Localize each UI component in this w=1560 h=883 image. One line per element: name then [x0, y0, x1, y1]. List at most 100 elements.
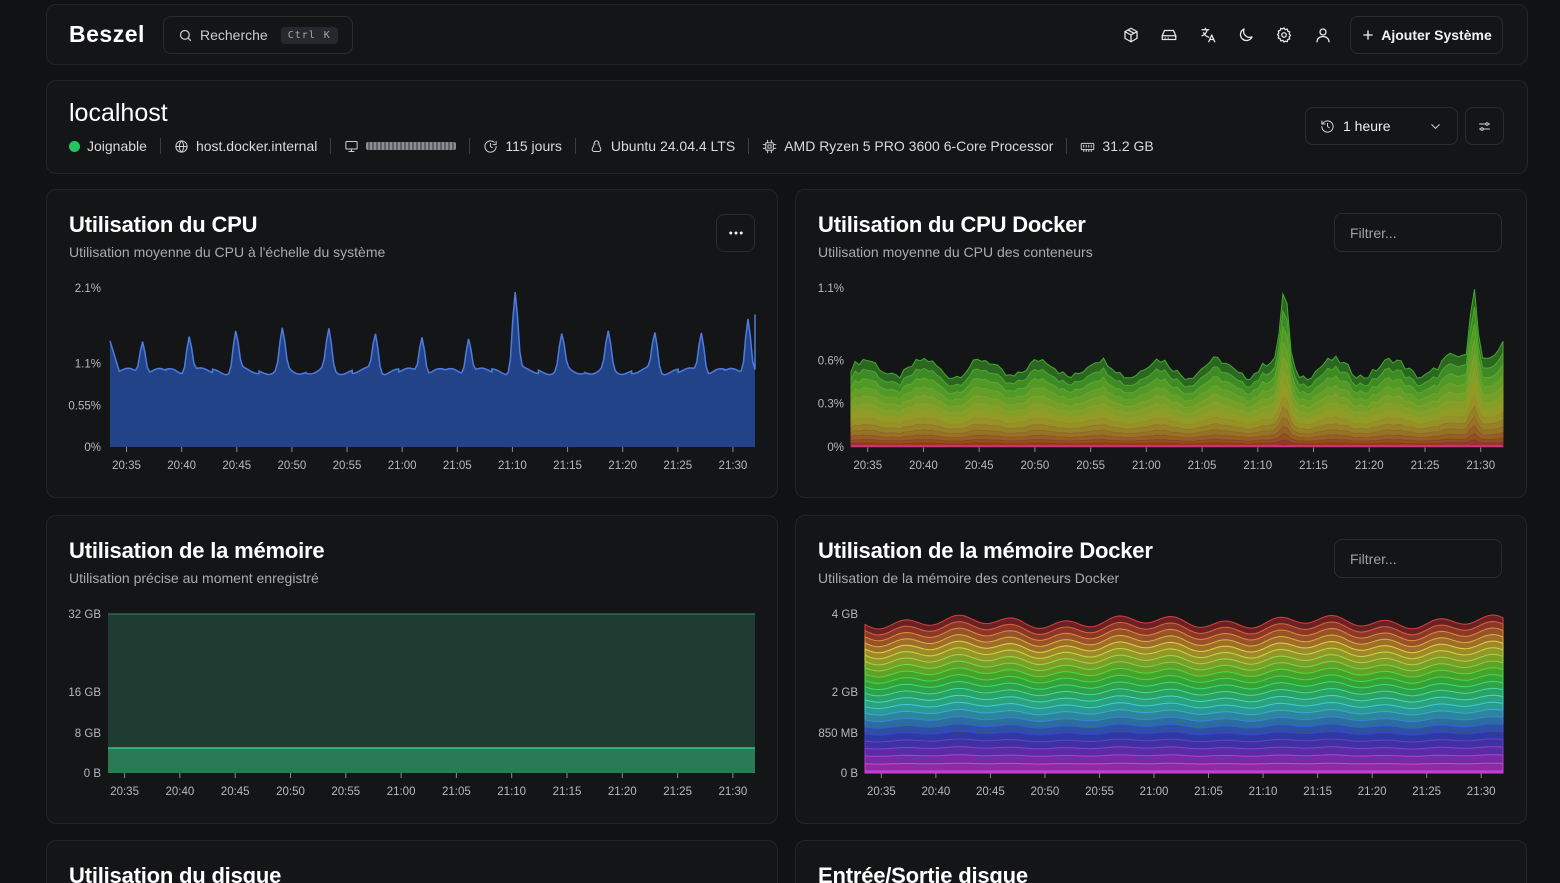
divider	[1066, 138, 1068, 154]
status-text: Joignable	[87, 138, 147, 154]
redacted-hostname	[366, 142, 457, 150]
clock-arrow-icon	[484, 139, 497, 153]
memory-info: 31.2 GB	[1080, 138, 1154, 154]
cpu-line	[109, 292, 756, 376]
filter-input[interactable]	[1334, 213, 1502, 252]
x-tick-label: 20:55	[333, 460, 362, 472]
x-tick-label: 21:05	[443, 460, 472, 472]
os-text: Ubuntu 24.04.4 LTS	[610, 138, 736, 154]
x-tick-label: 20:55	[1076, 460, 1105, 472]
cpu-chart-card: Utilisation du CPU Utilisation moyenne d…	[46, 189, 778, 498]
y-tick-label: 0.3%	[818, 399, 844, 411]
y-tick-label: 16 GB	[68, 687, 101, 699]
user-icon[interactable]	[1311, 23, 1335, 47]
y-tick-label: 850 MB	[818, 728, 858, 740]
time-range-select[interactable]: 1 heure	[1305, 107, 1458, 145]
hard-drive-icon[interactable]	[1157, 23, 1181, 47]
x-tick-label: 21:20	[608, 460, 637, 472]
x-tick-label: 20:40	[909, 460, 938, 472]
x-tick-label: 21:15	[553, 460, 582, 472]
x-tick-label: 20:50	[1031, 786, 1060, 798]
x-tick-label: 20:45	[222, 460, 251, 472]
more-options-button[interactable]	[716, 214, 755, 252]
divider	[574, 138, 576, 154]
uptime-text: 115 jours	[505, 138, 562, 154]
x-tick-label: 20:40	[921, 786, 950, 798]
x-tick-label: 21:00	[387, 786, 416, 798]
y-tick-label: 0.55%	[68, 400, 101, 412]
y-tick-label: 2.1%	[75, 283, 101, 295]
x-tick-label: 20:35	[853, 460, 882, 472]
memory-stick-icon	[1081, 142, 1095, 152]
chart-settings-button[interactable]	[1465, 107, 1504, 145]
x-tick-label: 21:25	[663, 460, 692, 472]
search-button[interactable]: Recherche Ctrl K	[163, 16, 353, 54]
y-tick-label: 4 GB	[832, 609, 859, 621]
chart-title: Utilisation de la mémoire Docker	[818, 538, 1153, 563]
x-tick-label: 21:10	[1249, 786, 1278, 798]
x-tick-label: 21:00	[1132, 460, 1161, 472]
memory-total-area	[108, 614, 755, 773]
containers-icon[interactable]	[1119, 23, 1143, 47]
settings-gear-icon[interactable]	[1272, 23, 1296, 47]
y-tick-label: 0%	[827, 442, 844, 454]
memory-text: 31.2 GB	[1102, 138, 1154, 154]
y-tick-label: 32 GB	[68, 609, 101, 621]
x-tick-label: 20:45	[976, 786, 1005, 798]
chart-subtitle: Utilisation précise au moment enregistré	[69, 570, 319, 586]
cpu-text: AMD Ryzen 5 PRO 3600 6-Core Processor	[784, 138, 1054, 154]
x-tick-label: 21:20	[1358, 786, 1387, 798]
chart-title: Utilisation du disque	[69, 863, 282, 883]
x-tick-label: 20:55	[331, 786, 360, 798]
x-tick-label: 20:45	[965, 460, 994, 472]
monitor-icon	[345, 140, 358, 152]
x-tick-label: 21:10	[498, 460, 527, 472]
filter-input[interactable]	[1334, 539, 1502, 578]
theme-moon-icon[interactable]	[1234, 23, 1258, 47]
add-system-button[interactable]: Ajouter Système	[1350, 16, 1503, 54]
divider	[159, 138, 161, 154]
x-tick-label: 21:25	[1411, 460, 1440, 472]
chart-title: Utilisation du CPU	[69, 212, 258, 237]
y-tick-label: 1.1%	[75, 359, 101, 371]
status-badge: Joignable	[69, 138, 147, 154]
memory-usage-chart: 32 GB 16 GB 8 GB 0 B 20:35 20:40 20:45 20:50 20:…	[68, 609, 755, 798]
divider	[469, 138, 471, 154]
search-label: Recherche	[200, 27, 268, 43]
chart-subtitle: Utilisation moyenne du CPU à l'échelle d…	[69, 244, 386, 260]
top-navbar: Beszel Recherche Ctrl K Ajouter Système	[46, 4, 1528, 65]
y-tick-label: 1.1%	[818, 283, 844, 295]
add-system-label: Ajouter Système	[1381, 27, 1492, 43]
x-tick-label: 20:40	[165, 786, 194, 798]
x-tick-label: 21:25	[1412, 786, 1441, 798]
y-tick-label: 0%	[84, 442, 101, 454]
x-tick-label: 21:30	[1467, 786, 1496, 798]
docker-memory-usage-chart: 4 GB 2 GB 850 MB 0 B 20:35 20:40 20:45 20:50 20:…	[818, 609, 1504, 798]
x-tick-label: 20:50	[276, 786, 305, 798]
host-info: host.docker.internal	[174, 138, 317, 154]
x-tick-label: 20:55	[1085, 786, 1114, 798]
search-shortcut: Ctrl K	[280, 26, 338, 44]
x-tick-label: 20:40	[167, 460, 196, 472]
x-tick-label: 21:15	[1303, 786, 1332, 798]
cpu-usage-chart: 2.1% 1.1% 0.55% 0% 20:35 20:40 20:45 20:50 20:55…	[68, 283, 756, 472]
x-tick-label: 21:15	[1299, 460, 1328, 472]
cpu-area	[110, 292, 755, 447]
docker-memory-chart-card: Utilisation de la mémoire Docker Utilisa…	[795, 515, 1527, 824]
x-tick-label: 20:50	[278, 460, 307, 472]
x-tick-label: 21:00	[388, 460, 417, 472]
ellipsis-icon	[728, 231, 743, 235]
x-tick-label: 21:05	[1188, 460, 1217, 472]
sliders-icon	[1479, 121, 1490, 131]
uptime-info: 115 jours	[483, 138, 562, 154]
plus-icon	[1363, 30, 1373, 40]
system-info-card: localhost Joignable host.docker.internal…	[46, 80, 1528, 174]
chart-title: Utilisation de la mémoire	[69, 538, 325, 563]
beszel-logo[interactable]: Beszel	[69, 21, 145, 47]
x-tick-label: 20:35	[112, 460, 141, 472]
x-tick-label: 21:25	[663, 786, 692, 798]
status-dot	[69, 140, 80, 152]
language-icon[interactable]	[1196, 23, 1220, 47]
chart-title: Utilisation du CPU Docker	[818, 212, 1086, 237]
chart-subtitle: Utilisation de la mémoire des conteneurs…	[818, 570, 1120, 586]
